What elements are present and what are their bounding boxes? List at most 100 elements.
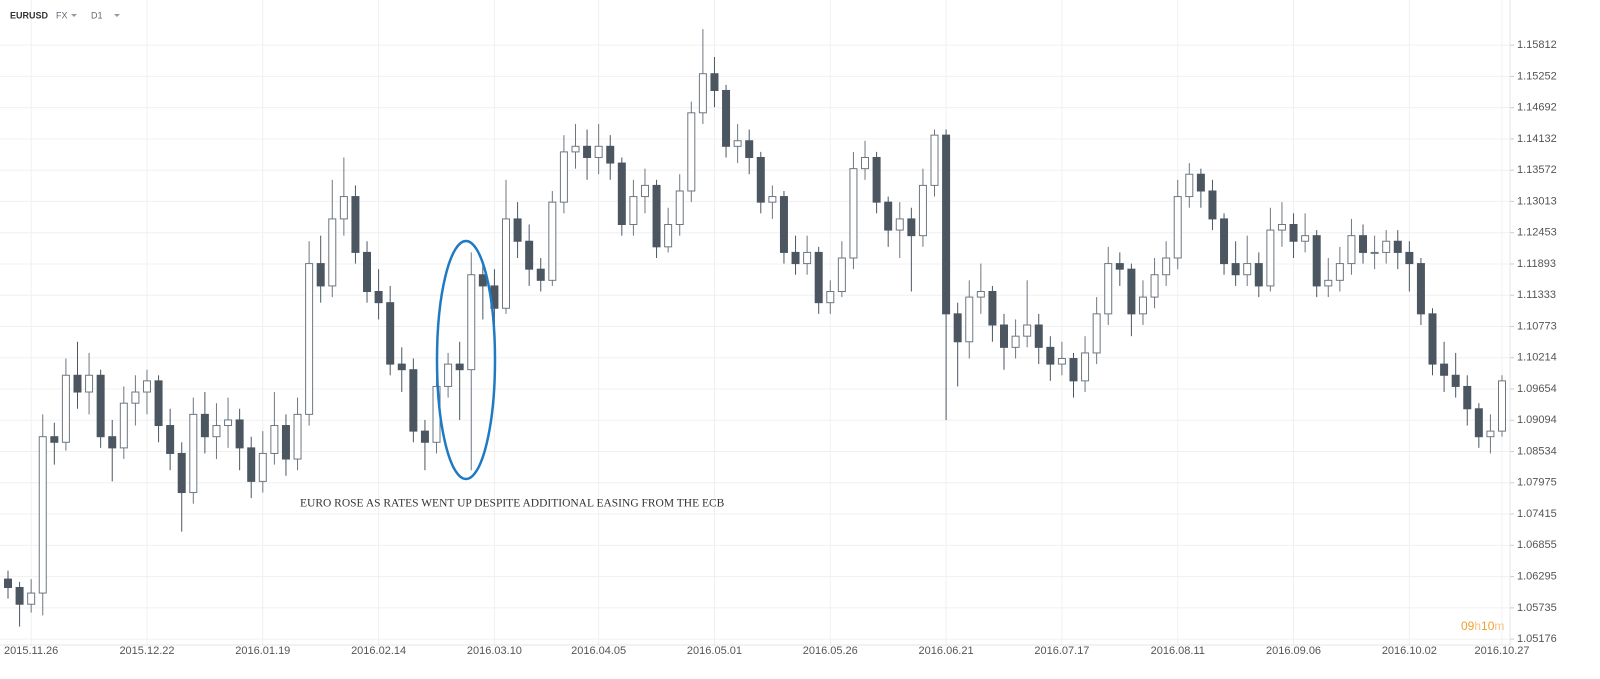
- candle-body: [108, 436, 117, 449]
- candle-body: [861, 156, 870, 170]
- candle-body: [1393, 240, 1402, 253]
- candle-body: [386, 302, 395, 365]
- candle-body: [1254, 263, 1263, 287]
- candle-body: [837, 257, 846, 293]
- candle-body: [467, 274, 476, 371]
- candle-body: [872, 156, 881, 203]
- symbol[interactable]: EURUSD: [10, 10, 49, 20]
- candle-body: [965, 296, 974, 343]
- candle-body: [224, 419, 233, 427]
- y-tick-label: 1.05176: [1517, 633, 1557, 645]
- candle-body: [930, 134, 939, 186]
- dropdown-icon[interactable]: [114, 14, 120, 17]
- candle-body: [1451, 374, 1460, 387]
- candle-body: [316, 263, 325, 287]
- candle-body: [652, 184, 661, 248]
- candle-body: [710, 73, 719, 91]
- candle-body: [1115, 263, 1124, 270]
- candle-body: [1000, 324, 1008, 348]
- candle-body: [559, 151, 568, 203]
- candle-body: [548, 201, 557, 281]
- candle-body: [258, 452, 267, 482]
- candle-body: [270, 425, 279, 454]
- candle-body: [884, 201, 893, 231]
- candle-body: [131, 391, 140, 404]
- candle-body: [420, 430, 429, 443]
- x-tick-label: 2015.11.26: [4, 645, 58, 657]
- candle-body: [154, 380, 163, 427]
- candle-body: [73, 374, 82, 393]
- candle-body: [918, 184, 927, 237]
- candle-body: [1347, 235, 1356, 265]
- candle-body: [96, 374, 105, 438]
- candle-body: [351, 196, 360, 253]
- y-tick-label: 1.15252: [1517, 70, 1557, 82]
- y-tick-label: 1.14692: [1517, 102, 1557, 114]
- candle-body: [687, 112, 696, 192]
- candle-body: [305, 263, 314, 415]
- annotation: EURO ROSE AS RATES WENT UP DESPITE ADDIT…: [300, 498, 725, 510]
- x-tick-label: 2016.10.02: [1382, 645, 1437, 657]
- candle-body: [212, 425, 221, 438]
- candle-body: [629, 196, 638, 225]
- candle-body: [698, 73, 707, 114]
- candle-body: [38, 436, 47, 594]
- x-tick-label: 2016.05.01: [687, 645, 742, 657]
- candle-body: [640, 184, 649, 198]
- candle-body: [1104, 263, 1113, 315]
- candle-body: [1301, 235, 1310, 242]
- y-tick-label: 1.09094: [1517, 414, 1557, 426]
- candle-body: [1046, 346, 1055, 365]
- candle-body: [247, 447, 256, 482]
- y-tick-label: 1.13572: [1517, 164, 1557, 176]
- candle-body: [1220, 218, 1229, 265]
- candle-body: [1463, 385, 1472, 410]
- candle-body: [4, 578, 12, 588]
- candle-body: [1405, 251, 1414, 265]
- candle-body: [328, 218, 337, 287]
- candle-body: [849, 168, 858, 259]
- candle-body: [189, 413, 198, 494]
- candle-body: [119, 402, 128, 449]
- candle-body: [1138, 296, 1147, 315]
- y-tick-label: 1.12453: [1517, 227, 1557, 239]
- candle-body: [1034, 324, 1043, 348]
- candle-body: [235, 419, 244, 449]
- candle-body: [444, 363, 453, 387]
- candle-body: [1428, 313, 1437, 365]
- y-tick-label: 1.09654: [1517, 383, 1557, 395]
- candle-body: [455, 363, 464, 371]
- candle-body: [1069, 358, 1078, 382]
- x-tick-label: 2016.04.05: [571, 645, 626, 657]
- x-tick-label: 2016.08.11: [1151, 645, 1205, 657]
- candle-body: [1196, 173, 1205, 192]
- candle-body: [1498, 380, 1506, 432]
- x-tick-label: 2016.06.21: [919, 645, 974, 657]
- candle-body: [768, 196, 777, 203]
- candle-body: [594, 145, 603, 158]
- x-tick-label: 2016.02.14: [351, 645, 406, 657]
- candle-body: [1382, 240, 1391, 253]
- candle-body: [953, 313, 962, 343]
- timeframe[interactable]: D1: [91, 10, 103, 20]
- candle-body: [745, 140, 754, 158]
- candle-body: [1266, 229, 1275, 287]
- candle-body: [525, 240, 534, 270]
- candle-body: [583, 145, 592, 158]
- candle-body: [895, 218, 904, 231]
- candle-body: [177, 452, 186, 494]
- candle-body: [907, 218, 916, 237]
- candle-body: [1150, 274, 1159, 298]
- candles: [4, 29, 1506, 627]
- x-tick-label: 2016.09.06: [1266, 645, 1321, 657]
- market[interactable]: FX: [56, 10, 68, 20]
- candle-body: [826, 291, 835, 304]
- candle-body: [803, 251, 812, 265]
- candle-body: [166, 425, 175, 454]
- candle-body: [1312, 235, 1321, 287]
- dropdown-icon[interactable]: [71, 14, 77, 17]
- candle-body: [1289, 223, 1298, 242]
- x-tick-label: 2016.01.19: [235, 645, 290, 657]
- candle-body: [722, 89, 731, 147]
